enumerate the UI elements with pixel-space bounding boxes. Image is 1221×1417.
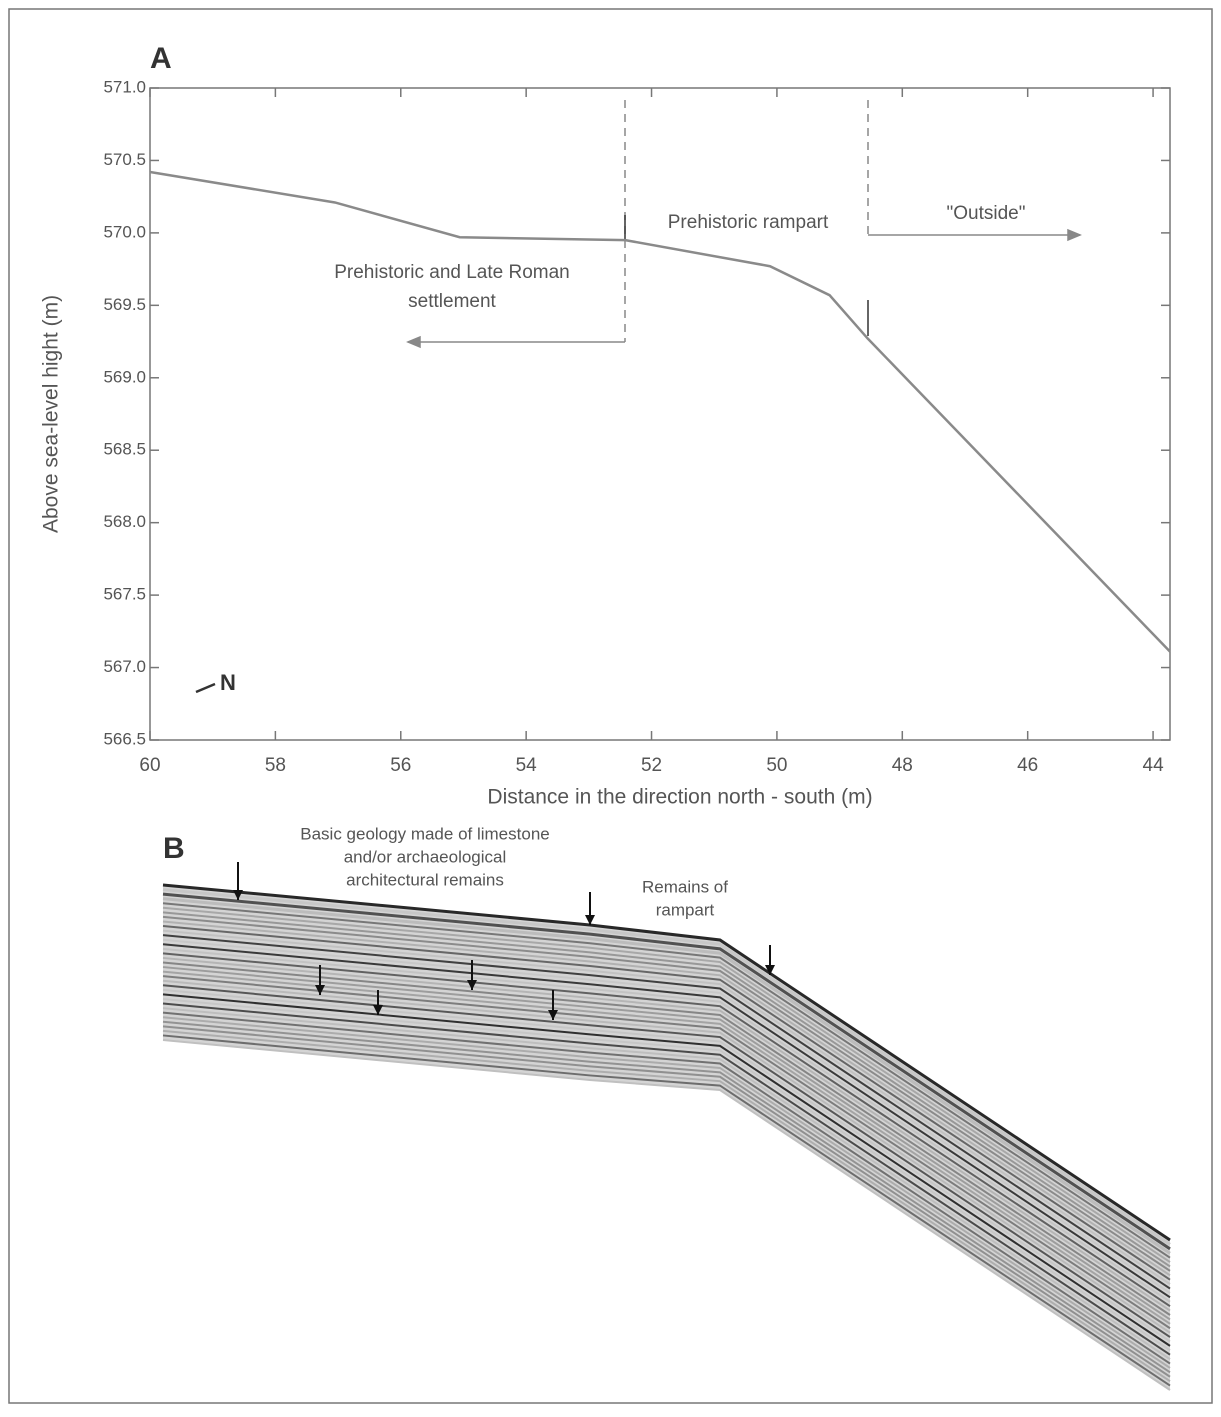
panel-label: B xyxy=(163,832,185,865)
radargram-body xyxy=(163,885,1170,1390)
radargram-arrowhead xyxy=(765,965,775,975)
reflector xyxy=(162,993,1171,1347)
panel-label: A xyxy=(150,42,172,75)
radargram xyxy=(162,862,1171,1391)
reflector xyxy=(162,934,1171,1290)
x-tick-label: 46 xyxy=(1017,755,1038,776)
reflector xyxy=(162,906,1171,1263)
annotation: "Outside" xyxy=(947,203,1026,224)
reflector xyxy=(162,970,1171,1325)
reflector xyxy=(162,929,1171,1285)
reflector xyxy=(162,1039,1171,1391)
x-tick-label: 44 xyxy=(1143,755,1165,776)
y-tick-label: 568.0 xyxy=(103,512,146,531)
reflector xyxy=(162,997,1171,1352)
reflector xyxy=(162,1002,1171,1356)
y-tick-label: 567.5 xyxy=(103,585,146,604)
radargram-annotation: architectural remains xyxy=(346,870,504,889)
annotation: settlement xyxy=(408,291,496,312)
reflector xyxy=(162,1020,1171,1374)
x-tick-label: 58 xyxy=(265,755,286,776)
reflector xyxy=(162,888,1171,1246)
annotation: Prehistoric and Late Roman xyxy=(334,262,570,283)
x-tick-label: 54 xyxy=(516,755,538,776)
reflector xyxy=(162,1016,1171,1369)
y-tick-label: 567.0 xyxy=(103,657,146,676)
reflector xyxy=(162,947,1171,1303)
arrowhead xyxy=(1067,228,1082,242)
x-tick-label: 60 xyxy=(139,755,160,776)
x-tick-label: 56 xyxy=(390,755,411,776)
x-tick-label: 52 xyxy=(641,755,662,776)
reflector xyxy=(162,1029,1171,1383)
x-tick-label: 48 xyxy=(892,755,913,776)
radargram-annotation: and/or archaeological xyxy=(344,847,507,866)
x-tick-label: 50 xyxy=(766,755,787,776)
reflector xyxy=(162,952,1171,1308)
reflector xyxy=(162,897,1171,1255)
reflector xyxy=(162,938,1171,1294)
arrowhead xyxy=(406,335,421,349)
y-tick-label: 568.5 xyxy=(103,440,146,459)
radargram-arrowhead xyxy=(585,915,595,925)
reflector xyxy=(162,961,1171,1316)
profile-line xyxy=(149,170,1171,653)
annotation-lines xyxy=(406,100,1082,349)
y-tick-label: 569.0 xyxy=(103,367,146,386)
x-axis-title: Distance in the direction north - south … xyxy=(487,786,872,809)
y-tick-label: 570.0 xyxy=(103,222,146,241)
reflector xyxy=(162,1007,1171,1360)
radargram-arrowhead xyxy=(315,985,325,995)
reflector xyxy=(162,892,1171,1251)
reflector xyxy=(162,975,1171,1330)
plot-frame xyxy=(149,87,1171,741)
reflector xyxy=(162,925,1171,1281)
y-tick-label: 571.0 xyxy=(103,77,146,96)
y-tick-label: 569.5 xyxy=(103,295,146,314)
reflector xyxy=(162,966,1171,1321)
radargram-annotation: rampart xyxy=(656,900,715,919)
reflector xyxy=(162,915,1171,1272)
annotation: Prehistoric rampart xyxy=(668,212,829,233)
reflector xyxy=(162,920,1171,1277)
radargram-arrowhead xyxy=(467,980,477,990)
reflector xyxy=(162,943,1171,1299)
reflector xyxy=(162,902,1171,1259)
radargram-arrowhead xyxy=(548,1010,558,1020)
reflector xyxy=(162,1011,1171,1365)
y-tick-label: 566.5 xyxy=(103,729,146,748)
reflector xyxy=(162,911,1171,1268)
radargram-arrowhead xyxy=(373,1005,383,1015)
radargram-arrowhead xyxy=(233,890,243,900)
reflector xyxy=(162,1025,1171,1378)
y-axis-title: Above sea-level hight (m) xyxy=(40,295,63,533)
radargram-annotation: Remains of xyxy=(642,877,728,896)
reflector xyxy=(162,956,1171,1312)
y-tick-label: 570.5 xyxy=(103,150,146,169)
reflector xyxy=(162,883,1171,1242)
reflector xyxy=(162,1034,1171,1387)
radargram-annotation: Basic geology made of limestone xyxy=(300,824,549,843)
north-label: N xyxy=(220,670,236,695)
north-arrow xyxy=(195,682,216,694)
reflector xyxy=(162,979,1171,1334)
